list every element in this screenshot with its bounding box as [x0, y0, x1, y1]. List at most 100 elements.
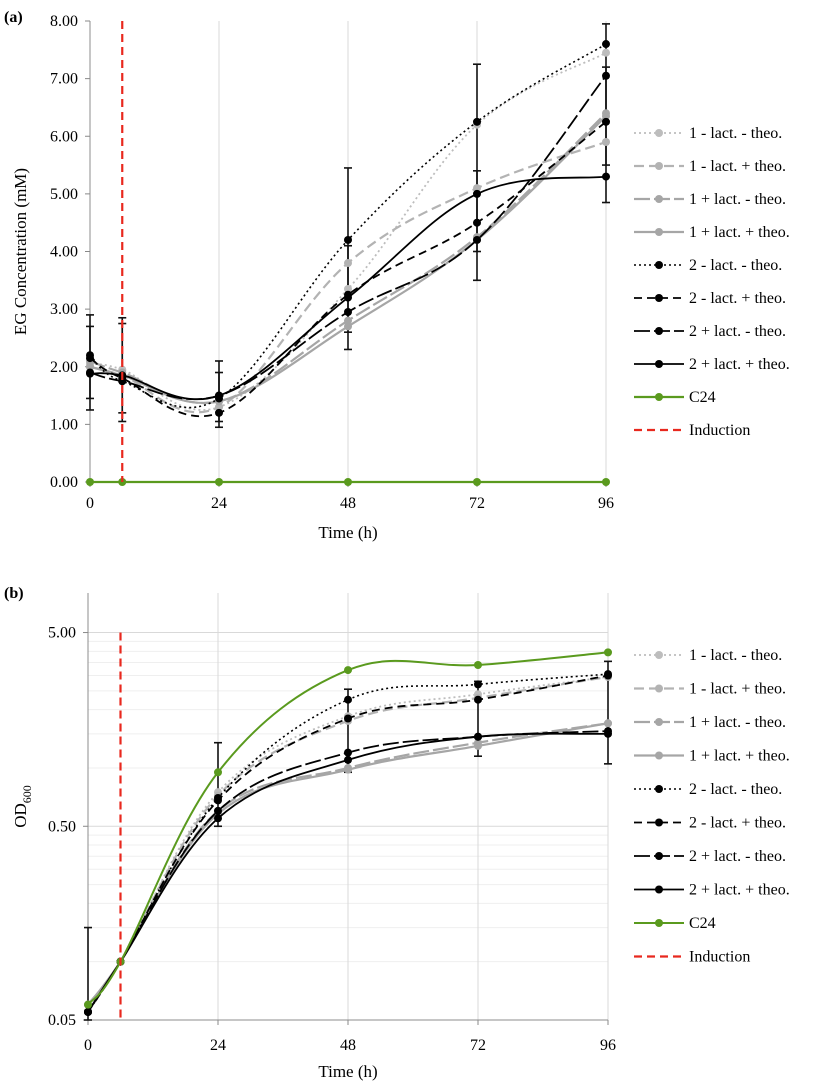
series-point — [474, 660, 482, 669]
y-tick-label: 7.00 — [50, 71, 78, 88]
series-line — [89, 75, 607, 401]
legend-swatch-marker — [655, 718, 663, 726]
y-axis-title: OD600 — [11, 785, 34, 828]
series-point — [214, 806, 222, 815]
series-point — [118, 377, 127, 386]
series-point — [344, 478, 352, 486]
series-point — [602, 117, 610, 126]
series-point — [473, 478, 481, 486]
series-point — [344, 666, 352, 675]
legend-swatch-marker — [655, 919, 663, 927]
legend-swatch-marker — [655, 327, 663, 335]
legend-label: 1 + lact. + theo. — [689, 748, 790, 765]
series-point — [344, 316, 352, 325]
x-tick-label: 0 — [84, 1037, 92, 1054]
x-tick-label: 96 — [598, 495, 614, 512]
series-point — [473, 218, 481, 227]
series-point — [214, 768, 222, 777]
x-axis-title: Time (h) — [318, 523, 377, 542]
y-tick-label: 2.00 — [50, 359, 78, 376]
legend-label: 1 - lact. + theo. — [689, 681, 786, 698]
legend-label: 2 - lact. - theo. — [689, 781, 782, 798]
series-point — [215, 403, 223, 412]
series-point — [86, 478, 94, 486]
y-tick-label: 3.00 — [50, 301, 78, 318]
legend-label: C24 — [689, 915, 716, 932]
x-tick-label: 24 — [210, 1037, 226, 1054]
legend-label: 2 - lact. - theo. — [689, 257, 782, 274]
series-point — [604, 671, 612, 680]
series-point — [84, 1007, 92, 1016]
y-tick-label: 0.00 — [50, 474, 78, 491]
y-tick-label: 0.50 — [48, 818, 76, 835]
legend-label: 1 + lact. + theo. — [689, 224, 790, 241]
legend-swatch-marker — [655, 228, 663, 236]
y-tick-label: 1.00 — [50, 416, 78, 433]
series-point — [344, 714, 352, 723]
y-tick-label: 4.00 — [50, 244, 78, 261]
legend-swatch-marker — [655, 195, 663, 203]
series-point — [602, 478, 610, 486]
legend-label: 2 - lact. + theo. — [689, 815, 786, 832]
series-line — [89, 112, 607, 405]
legend-swatch-marker — [655, 360, 663, 368]
y-tick-label: 0.05 — [48, 1012, 76, 1029]
legend-swatch-marker — [655, 162, 663, 170]
series-point — [86, 369, 94, 378]
x-tick-label: 24 — [211, 495, 227, 512]
series-point — [602, 138, 610, 147]
x-tick-label: 72 — [469, 495, 485, 512]
series-point — [215, 478, 223, 486]
chart-panel-a: (a) 0 24 48 72 96 0.00 1.00 2.00 3.00 4.00 5.00 6.00… — [4, 9, 790, 542]
x-tick-label: 48 — [340, 1037, 356, 1054]
legend-swatch-marker — [655, 885, 663, 894]
legend-label: 1 - lact. - theo. — [689, 125, 782, 142]
series-line — [89, 43, 607, 409]
legend-label: C24 — [689, 389, 716, 406]
series-point — [344, 259, 352, 268]
series-point — [602, 40, 610, 49]
series-point — [344, 235, 352, 244]
series-point — [602, 71, 610, 80]
legend-label: 1 - lact. - theo. — [689, 647, 782, 664]
series-point — [602, 112, 610, 121]
legend-swatch-marker — [655, 852, 663, 860]
series-point — [344, 695, 352, 704]
legend-label: 1 + lact. - theo. — [689, 714, 786, 731]
legend-label: 2 + lact. - theo. — [689, 323, 786, 340]
series-point — [473, 184, 481, 193]
series-point — [604, 648, 612, 657]
x-tick-label: 0 — [86, 495, 94, 512]
series-point — [344, 284, 352, 293]
legend-label: 1 + lact. - theo. — [689, 191, 786, 208]
y-axis-title: EG Concentration (mM) — [11, 168, 30, 335]
series-point — [214, 796, 222, 805]
legend-label: 2 + lact. + theo. — [689, 356, 790, 373]
legend-swatch-marker — [655, 261, 663, 269]
series-point — [604, 729, 612, 738]
legend-label: 1 - lact. + theo. — [689, 158, 786, 175]
y-tick-label: 8.00 — [50, 13, 78, 30]
series-point — [604, 719, 612, 728]
series-point — [474, 741, 482, 750]
series-point — [84, 1000, 92, 1009]
y-tick-label: 6.00 — [50, 128, 78, 145]
legend-swatch-marker — [655, 751, 663, 760]
y-axis-title-text: OD — [11, 803, 30, 828]
series-point — [473, 235, 481, 244]
series-line — [87, 722, 609, 1006]
legend-swatch-marker — [655, 393, 663, 401]
x-tick-label: 48 — [340, 495, 356, 512]
series-point — [344, 308, 352, 317]
y-tick-label: 5.00 — [50, 186, 78, 203]
series-point — [214, 814, 222, 823]
legend-swatch-marker — [655, 684, 663, 693]
legend-label: 2 + lact. - theo. — [689, 848, 786, 865]
series-point — [602, 172, 610, 181]
legend-swatch-marker — [655, 785, 663, 793]
series-point — [474, 732, 482, 741]
legend-label: 2 - lact. + theo. — [689, 290, 786, 307]
legend-label: Induction — [689, 422, 750, 439]
series-point — [473, 117, 481, 126]
